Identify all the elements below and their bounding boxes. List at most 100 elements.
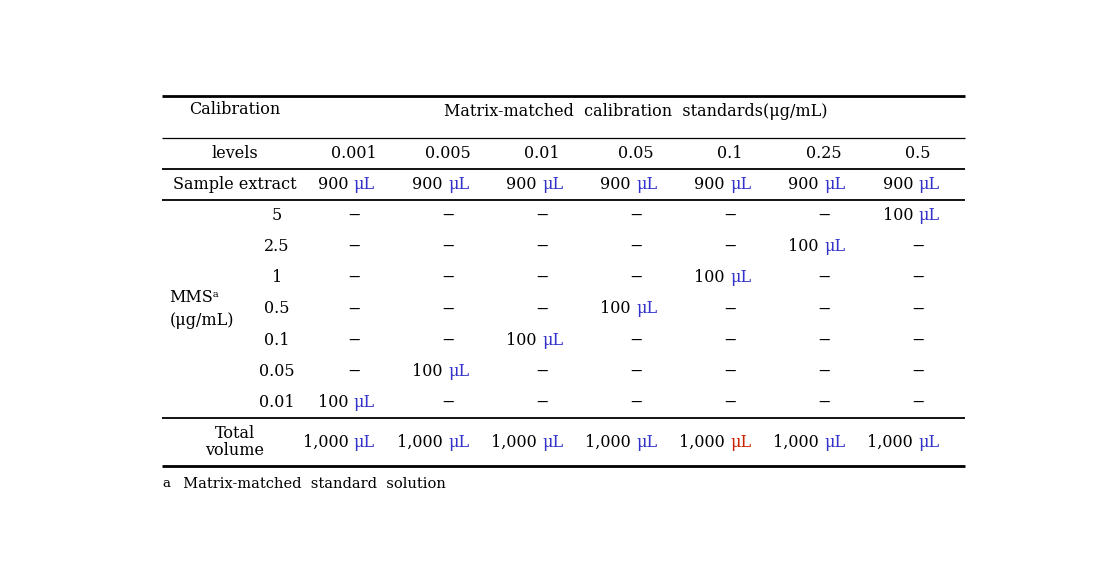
Text: −: − bbox=[535, 394, 549, 411]
Text: −: − bbox=[723, 363, 737, 380]
Text: 100: 100 bbox=[695, 269, 730, 286]
Text: a: a bbox=[162, 477, 171, 490]
Text: −: − bbox=[818, 394, 831, 411]
Text: −: − bbox=[629, 363, 642, 380]
Text: 900: 900 bbox=[412, 176, 448, 193]
Text: 1: 1 bbox=[272, 269, 283, 286]
Text: −: − bbox=[629, 207, 642, 224]
Text: μL: μL bbox=[730, 176, 751, 193]
Text: Matrix-matched  calibration  standards(μg/mL): Matrix-matched calibration standards(μg/… bbox=[444, 103, 827, 120]
Text: 0.001: 0.001 bbox=[331, 144, 377, 162]
Text: μL: μL bbox=[730, 434, 751, 451]
Text: −: − bbox=[818, 332, 831, 348]
Text: −: − bbox=[347, 301, 361, 318]
Text: 2.5: 2.5 bbox=[264, 238, 290, 255]
Text: −: − bbox=[723, 301, 737, 318]
Text: −: − bbox=[442, 301, 455, 318]
Text: 0.25: 0.25 bbox=[807, 144, 842, 162]
Text: μL: μL bbox=[543, 434, 563, 451]
Text: 0.1: 0.1 bbox=[717, 144, 743, 162]
Text: 900: 900 bbox=[882, 176, 918, 193]
Text: μL: μL bbox=[636, 176, 658, 193]
Text: μL: μL bbox=[918, 207, 939, 224]
Text: μL: μL bbox=[824, 176, 845, 193]
Text: −: − bbox=[723, 394, 737, 411]
Text: −: − bbox=[629, 238, 642, 255]
Text: −: − bbox=[347, 238, 361, 255]
Text: 100: 100 bbox=[601, 301, 636, 318]
Text: −: − bbox=[442, 332, 455, 348]
Text: 100: 100 bbox=[318, 394, 354, 411]
Text: μL: μL bbox=[636, 301, 658, 318]
Text: −: − bbox=[442, 394, 455, 411]
Text: Sample extract: Sample extract bbox=[173, 176, 297, 193]
Text: 900: 900 bbox=[788, 176, 824, 193]
Text: −: − bbox=[629, 394, 642, 411]
Text: 100: 100 bbox=[412, 363, 448, 380]
Text: 1,000: 1,000 bbox=[680, 434, 730, 451]
Text: −: − bbox=[912, 394, 925, 411]
Text: 1,000: 1,000 bbox=[491, 434, 543, 451]
Text: 0.01: 0.01 bbox=[260, 394, 295, 411]
Text: −: − bbox=[818, 269, 831, 286]
Text: 900: 900 bbox=[318, 176, 354, 193]
Text: 900: 900 bbox=[695, 176, 730, 193]
Text: 0.5: 0.5 bbox=[905, 144, 931, 162]
Text: −: − bbox=[347, 207, 361, 224]
Text: (μg/mL): (μg/mL) bbox=[169, 312, 233, 329]
Text: −: − bbox=[818, 301, 831, 318]
Text: μL: μL bbox=[918, 176, 939, 193]
Text: −: − bbox=[818, 363, 831, 380]
Text: −: − bbox=[912, 238, 925, 255]
Text: μL: μL bbox=[448, 176, 469, 193]
Text: 900: 900 bbox=[506, 176, 543, 193]
Text: μL: μL bbox=[543, 332, 563, 348]
Text: Matrix-matched  standard  solution: Matrix-matched standard solution bbox=[173, 477, 445, 491]
Text: μL: μL bbox=[730, 269, 751, 286]
Text: μL: μL bbox=[448, 434, 469, 451]
Text: μL: μL bbox=[354, 176, 375, 193]
Text: μL: μL bbox=[448, 363, 469, 380]
Text: μL: μL bbox=[918, 434, 939, 451]
Text: μL: μL bbox=[543, 176, 563, 193]
Text: levels: levels bbox=[212, 144, 258, 162]
Text: −: − bbox=[347, 269, 361, 286]
Text: MMSᵃ: MMSᵃ bbox=[169, 289, 219, 306]
Text: −: − bbox=[629, 269, 642, 286]
Text: μL: μL bbox=[824, 238, 845, 255]
Text: −: − bbox=[442, 269, 455, 286]
Text: −: − bbox=[535, 238, 549, 255]
Text: 100: 100 bbox=[882, 207, 918, 224]
Text: −: − bbox=[629, 332, 642, 348]
Text: −: − bbox=[347, 332, 361, 348]
Text: μL: μL bbox=[354, 434, 375, 451]
Text: −: − bbox=[912, 269, 925, 286]
Text: −: − bbox=[723, 332, 737, 348]
Text: 100: 100 bbox=[506, 332, 543, 348]
Text: 0.5: 0.5 bbox=[264, 301, 290, 318]
Text: 0.1: 0.1 bbox=[264, 332, 290, 348]
Text: −: − bbox=[723, 207, 737, 224]
Text: volume: volume bbox=[205, 442, 264, 459]
Text: 100: 100 bbox=[788, 238, 824, 255]
Text: 1,000: 1,000 bbox=[774, 434, 824, 451]
Text: μL: μL bbox=[354, 394, 375, 411]
Text: −: − bbox=[818, 207, 831, 224]
Text: −: − bbox=[723, 238, 737, 255]
Text: −: − bbox=[535, 269, 549, 286]
Text: −: − bbox=[347, 363, 361, 380]
Text: −: − bbox=[912, 332, 925, 348]
Text: −: − bbox=[912, 363, 925, 380]
Text: 900: 900 bbox=[601, 176, 636, 193]
Text: 1,000: 1,000 bbox=[585, 434, 636, 451]
Text: 5: 5 bbox=[272, 207, 283, 224]
Text: 0.05: 0.05 bbox=[260, 363, 295, 380]
Text: −: − bbox=[535, 207, 549, 224]
Text: −: − bbox=[912, 301, 925, 318]
Text: −: − bbox=[535, 301, 549, 318]
Text: 1,000: 1,000 bbox=[867, 434, 918, 451]
Text: Calibration: Calibration bbox=[189, 101, 281, 117]
Text: 1,000: 1,000 bbox=[397, 434, 448, 451]
Text: 0.01: 0.01 bbox=[524, 144, 560, 162]
Text: μL: μL bbox=[636, 434, 658, 451]
